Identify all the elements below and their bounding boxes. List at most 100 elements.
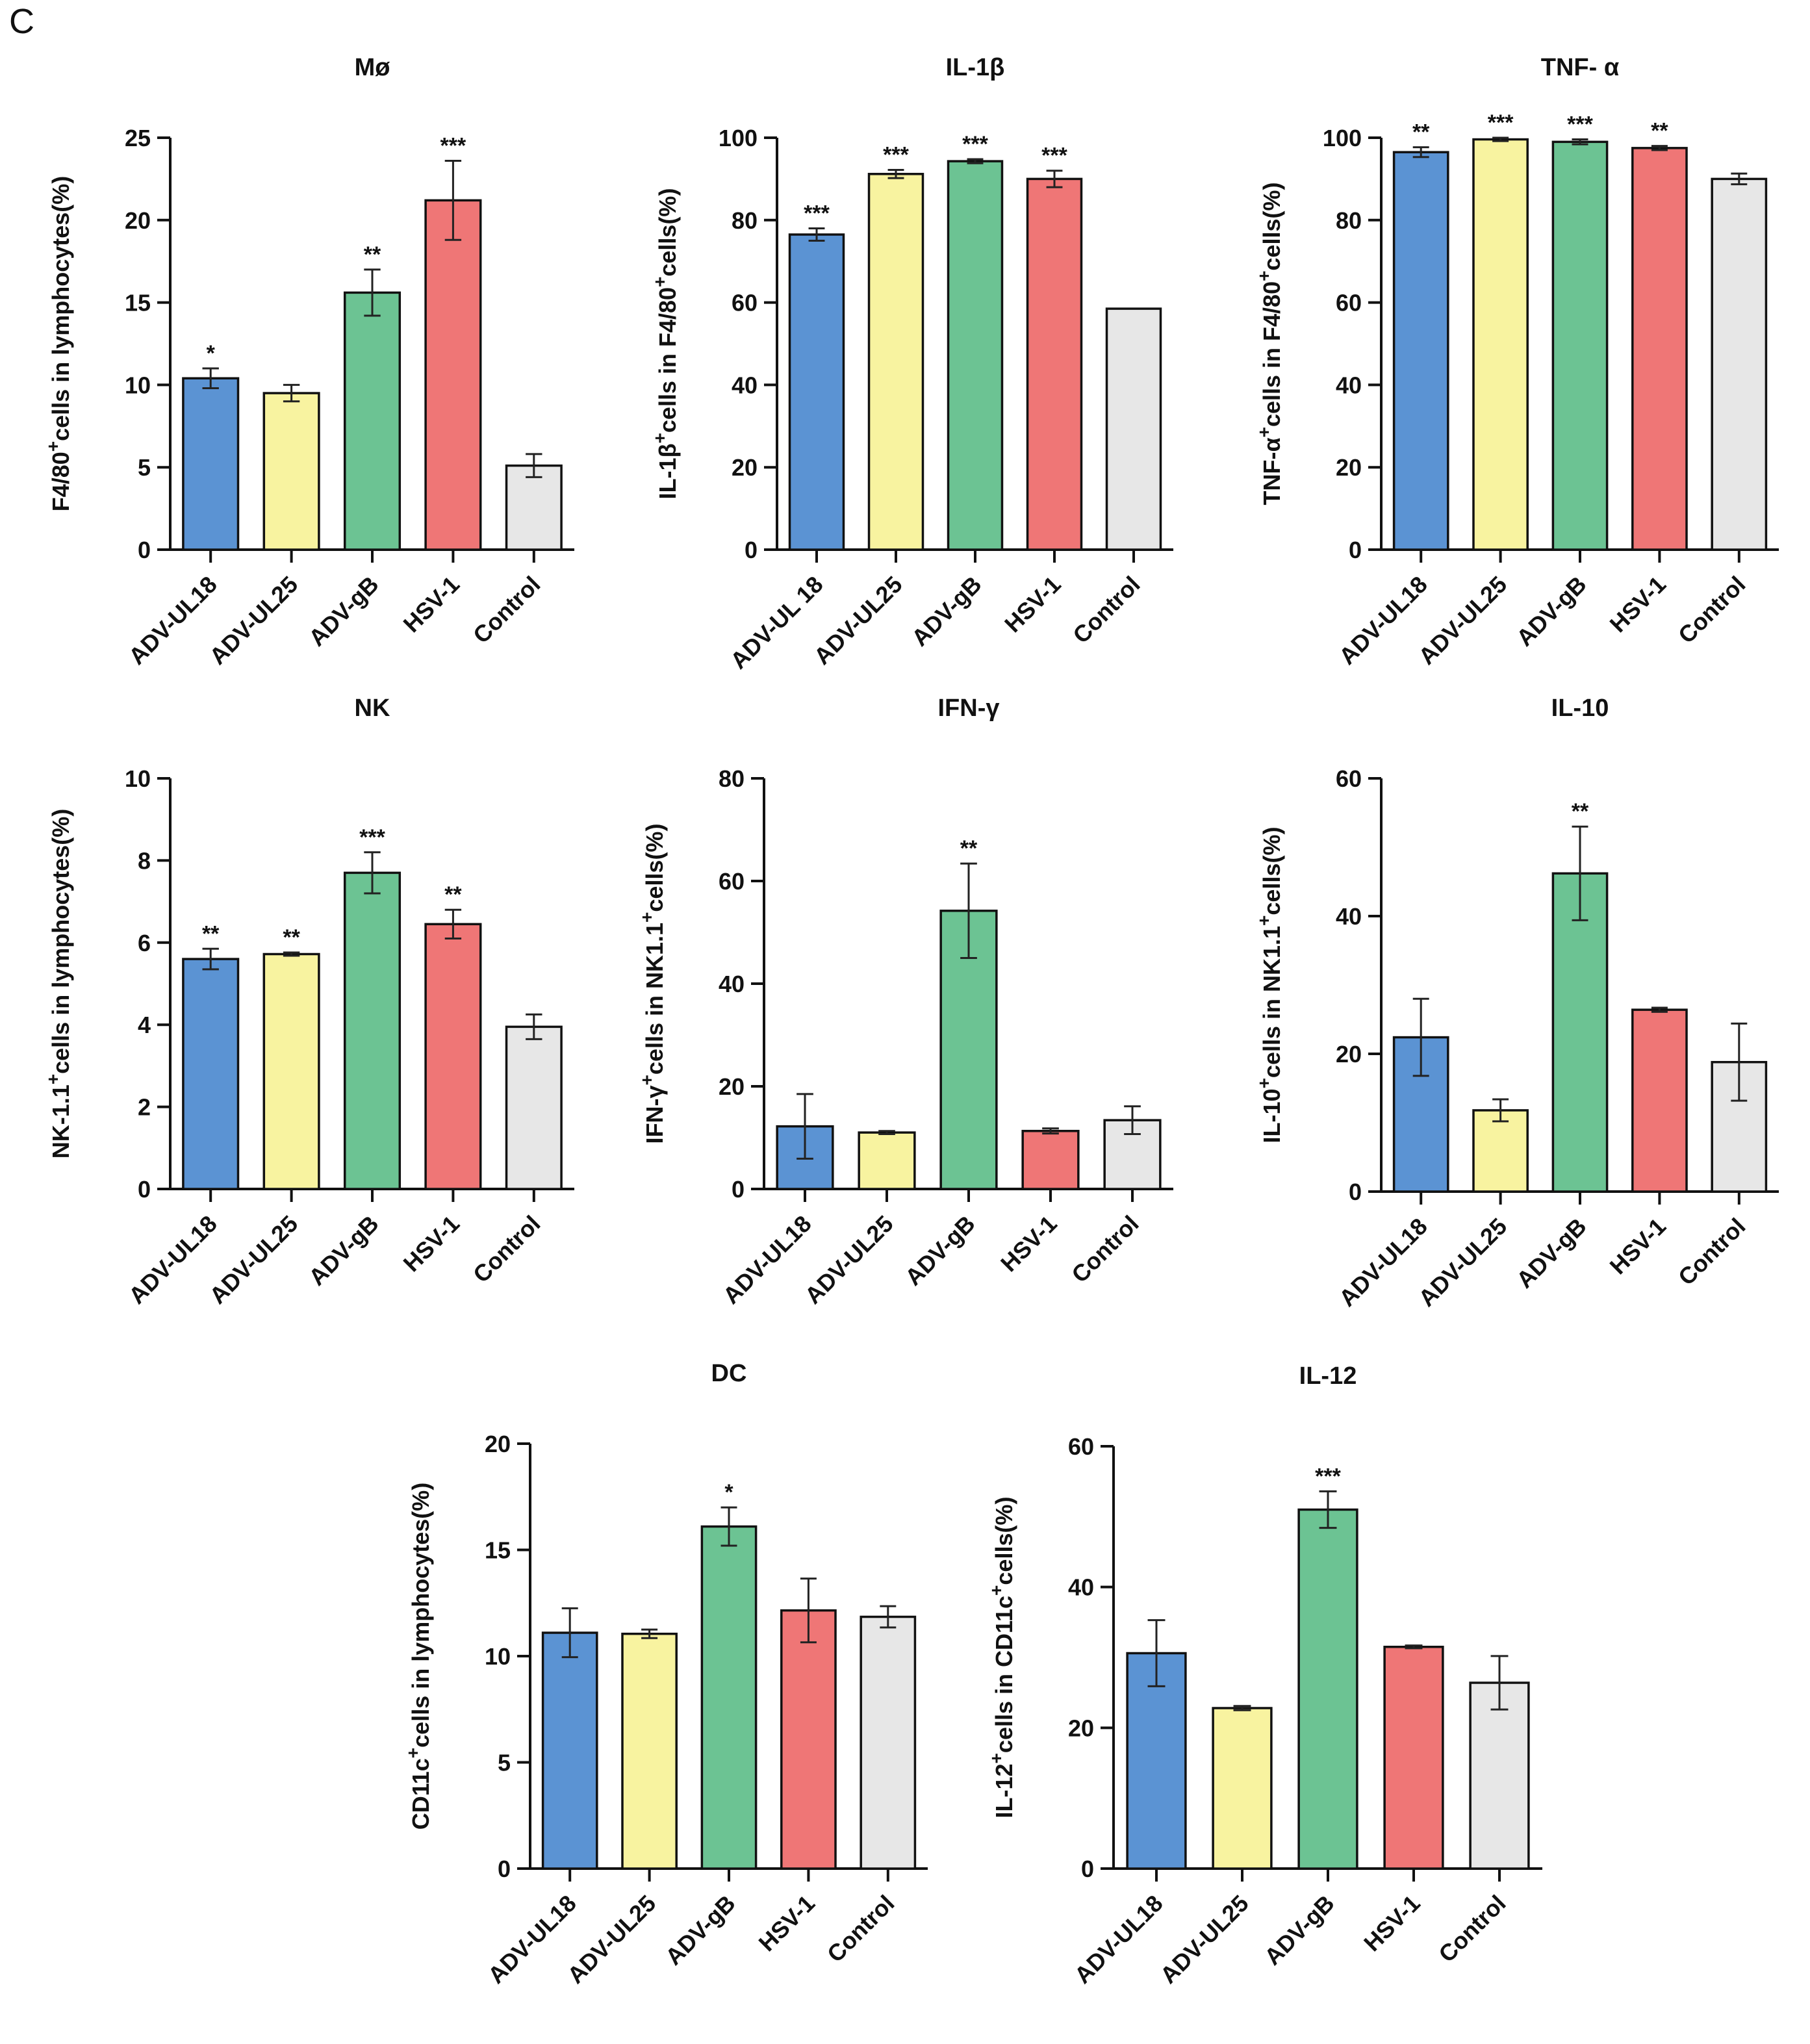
x-tick-label: Control — [1433, 1890, 1510, 1967]
bar-HSV-1 — [1383, 1646, 1444, 1870]
y-tick-label: 100 — [1323, 125, 1362, 151]
significance-label: *** — [804, 201, 830, 225]
significance-label: ** — [1412, 120, 1430, 145]
bar-ADV-UL25 — [262, 952, 320, 1190]
x-tick-label: Control — [468, 1210, 545, 1288]
y-tick-label: 100 — [719, 125, 758, 151]
x-tick-label: ADV-gB — [900, 1210, 980, 1291]
y-tick-label: 40 — [1068, 1574, 1094, 1601]
bar-ADV-UL25 — [262, 392, 320, 551]
x-tick-label: ADV-UL25 — [204, 1210, 303, 1309]
bar-HSV-1 — [1631, 147, 1688, 551]
y-tick-label: 20 — [1336, 454, 1362, 481]
x-tick-label: HSV-1 — [398, 1210, 465, 1277]
bar-Control — [505, 1025, 563, 1190]
significance-label: * — [724, 1480, 733, 1505]
bar-Control — [1105, 307, 1162, 551]
chart-title: IL-12 — [1299, 1362, 1357, 1390]
bar-HSV-1 — [1026, 177, 1083, 551]
y-tick-label: 40 — [1336, 372, 1362, 398]
bar-ADV-UL18 — [182, 377, 240, 551]
bar-ADV-UL18 — [541, 1631, 598, 1870]
chart-title: TNF- α — [1541, 54, 1619, 81]
x-tick-label: ADV-gB — [303, 571, 384, 652]
chart-4: NK 0 2 4 6 8 10 NK-1.1+cells in lymphocytes(%) *… — [43, 695, 574, 1309]
x-tick-label: HSV-1 — [753, 1890, 820, 1957]
y-tick-label: 0 — [138, 537, 151, 563]
y-tick-label: 8 — [138, 847, 151, 874]
chart-title: IL-10 — [1551, 695, 1609, 722]
significance-label: *** — [1488, 110, 1514, 135]
bar-ADV-UL18 — [1392, 151, 1449, 551]
x-tick-label: Control — [468, 571, 545, 648]
x-tick-label: ADV-UL25 — [800, 1210, 899, 1309]
bar-Control — [860, 1615, 917, 1870]
y-tick-label: 20 — [732, 454, 758, 481]
bar-Control — [505, 464, 563, 551]
y-tick-label: 0 — [1081, 1856, 1094, 1882]
significance-label: ** — [444, 882, 462, 907]
x-tick-label: HSV-1 — [999, 571, 1066, 638]
x-tick-label: ADV-UL25 — [204, 571, 303, 670]
x-tick-label: Control — [1067, 571, 1145, 648]
bar-ADV-UL25 — [858, 1131, 916, 1190]
panel-label: C — [9, 2, 34, 41]
y-tick-label: 20 — [485, 1431, 511, 1457]
y-tick-label: 60 — [1336, 290, 1362, 316]
bar-ADV-UL25 — [867, 173, 924, 551]
x-tick-label: HSV-1 — [1604, 571, 1671, 638]
bar-ADV-gB — [947, 160, 1004, 551]
y-tick-label: 0 — [498, 1856, 511, 1882]
y-tick-label: 40 — [719, 971, 745, 997]
y-tick-label: 5 — [138, 454, 151, 481]
chart-title: NK — [355, 695, 390, 722]
chart-5: IFN-γ 0 20 40 60 80 IFN-γ+cells in NK1.1+cells… — [637, 695, 1173, 1309]
x-tick-label: Control — [1673, 1213, 1750, 1290]
chart-2: IL-1β 0 20 40 60 80 100 IL-1β+cells in F4/80+ce… — [650, 54, 1173, 674]
bar-Control — [1469, 1681, 1530, 1870]
chart-title: DC — [711, 1360, 747, 1387]
y-axis-label: IFN-γ+cells in NK1.1+cells(%) — [637, 824, 669, 1144]
x-tick-label: Control — [822, 1890, 899, 1967]
x-tick-label: ADV-UL18 — [718, 1210, 817, 1309]
bar-ADV-gB — [700, 1525, 758, 1870]
y-tick-label: 80 — [1336, 207, 1362, 234]
significance-label: ** — [202, 921, 220, 946]
x-tick-label: ADV-gB — [660, 1890, 741, 1971]
bar-ADV-gB — [343, 871, 402, 1190]
bar-HSV-1 — [424, 199, 482, 551]
y-tick-label: 60 — [719, 868, 745, 895]
y-tick-label: 5 — [498, 1750, 511, 1776]
bar-ADV-UL25 — [1212, 1707, 1273, 1870]
y-tick-label: 20 — [1068, 1715, 1094, 1741]
x-tick-label: HSV-1 — [995, 1210, 1062, 1277]
y-tick-label: 60 — [1336, 765, 1362, 792]
bar-ADV-UL25 — [1472, 1109, 1529, 1193]
y-tick-label: 0 — [1349, 1179, 1362, 1205]
y-axis-label: IL-10+cells in NK1.1+cells(%) — [1254, 827, 1286, 1143]
significance-label: ** — [960, 836, 978, 861]
x-tick-label: Control — [1673, 571, 1750, 648]
chart-1: Mø 0 5 10 15 20 25 F4/80+cells in lymphocytes(%… — [43, 54, 574, 670]
y-tick-label: 80 — [732, 207, 758, 234]
significance-label: *** — [359, 825, 385, 850]
chart-8: IL-12 0 20 40 60 IL-12+cells in CD11c+cells(%… — [986, 1362, 1542, 1989]
y-tick-label: 2 — [138, 1094, 151, 1121]
y-tick-label: 25 — [125, 125, 151, 151]
y-axis-label: IL-1β+cells in F4/80+cells(%) — [650, 188, 682, 500]
significance-label: ** — [1572, 799, 1589, 824]
bar-Control — [1711, 177, 1768, 551]
y-tick-label: 40 — [1336, 903, 1362, 930]
bar-ADV-UL18 — [788, 233, 845, 551]
chart-title: IFN-γ — [938, 695, 1000, 722]
chart-6: IL-10 0 20 40 60 IL-10+cells in NK1.1+cells(%… — [1254, 695, 1779, 1312]
y-axis-label: NK-1.1+cells in lymphocytes(%) — [43, 809, 75, 1159]
significance-label: ** — [364, 242, 381, 267]
significance-label: *** — [440, 134, 466, 159]
bar-HSV-1 — [424, 923, 482, 1190]
y-tick-label: 40 — [732, 372, 758, 398]
bar-ADV-gB — [1551, 140, 1609, 551]
x-tick-label: HSV-1 — [1358, 1890, 1425, 1957]
x-tick-label: ADV-gB — [1259, 1890, 1340, 1971]
